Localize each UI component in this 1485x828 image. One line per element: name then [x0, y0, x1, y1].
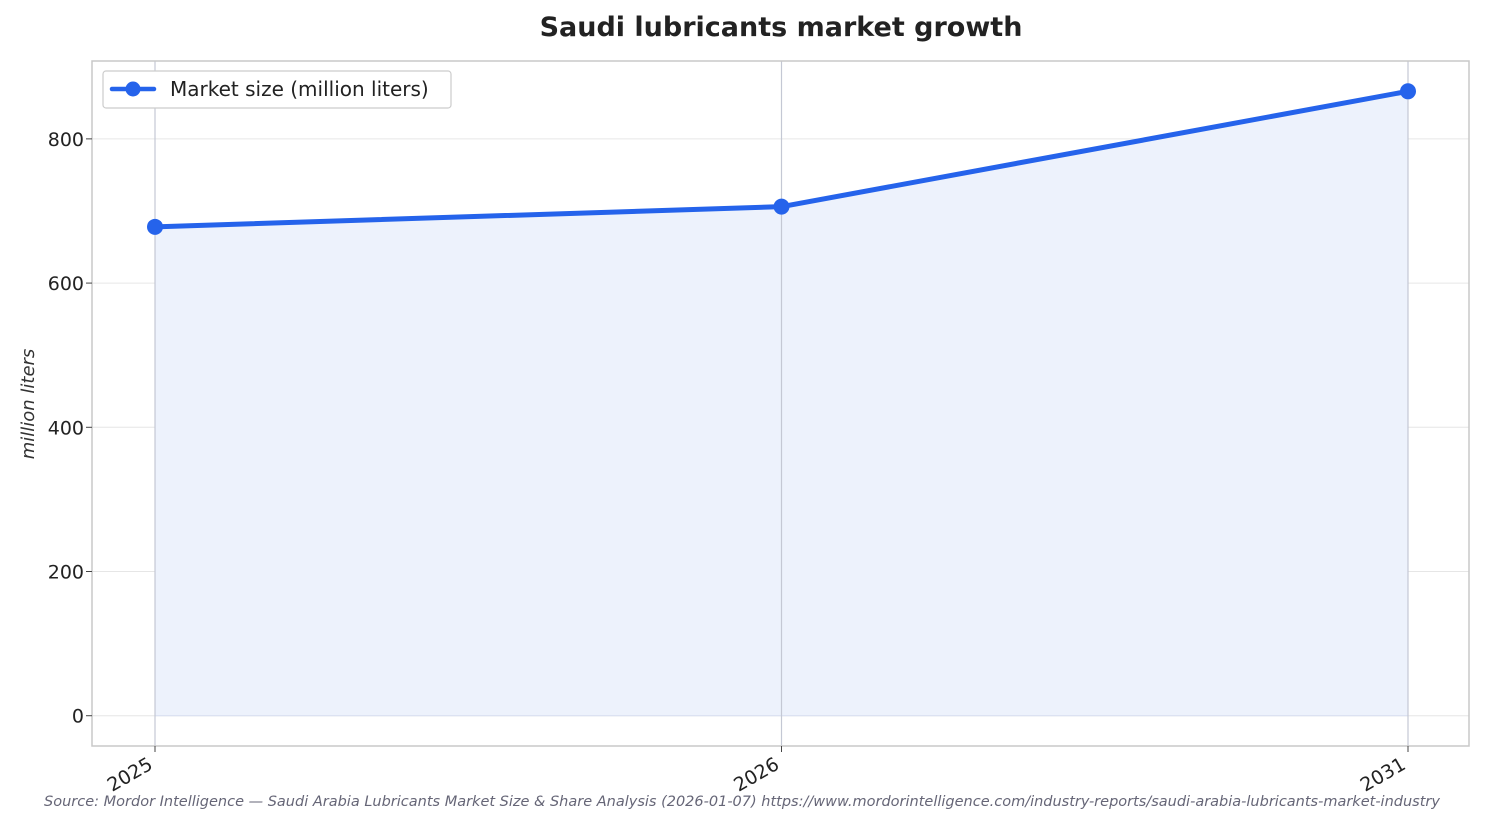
- point-layer: [147, 83, 1416, 235]
- chart-title: Saudi lubricants market growth: [540, 12, 1023, 43]
- y-tick-label-400: 400: [48, 417, 84, 439]
- source-note: Source: Mordor Intelligence — Saudi Arab…: [44, 794, 1440, 810]
- legend-marker-swatch: [125, 81, 141, 97]
- y-tick-label-800: 800: [48, 129, 84, 151]
- x-tick-label-2025: 2025: [104, 753, 157, 796]
- x-tick-label-2026: 2026: [730, 753, 783, 796]
- legend-series-label: Market size (million liters): [170, 77, 429, 101]
- y-axis-label: million liters: [18, 349, 39, 460]
- y-tick-label-0: 0: [72, 706, 84, 728]
- legend-box: [102, 70, 452, 109]
- data-point-2026: [773, 198, 790, 215]
- data-point-2025: [147, 218, 163, 235]
- y-axis-ticks: 0 200 400 600 800: [48, 129, 92, 728]
- x-tick-label-2031: 2031: [1357, 753, 1410, 796]
- y-tick-label-600: 600: [48, 273, 84, 295]
- vertical-gridlines: [154, 61, 1409, 746]
- y-tick-label-200: 200: [48, 562, 84, 584]
- plot-frame: [91, 60, 1470, 747]
- legend: Market size (million liters): [102, 70, 452, 109]
- data-point-2031: [1400, 83, 1416, 100]
- x-axis-ticks: 2025 2026 2031: [104, 746, 1410, 797]
